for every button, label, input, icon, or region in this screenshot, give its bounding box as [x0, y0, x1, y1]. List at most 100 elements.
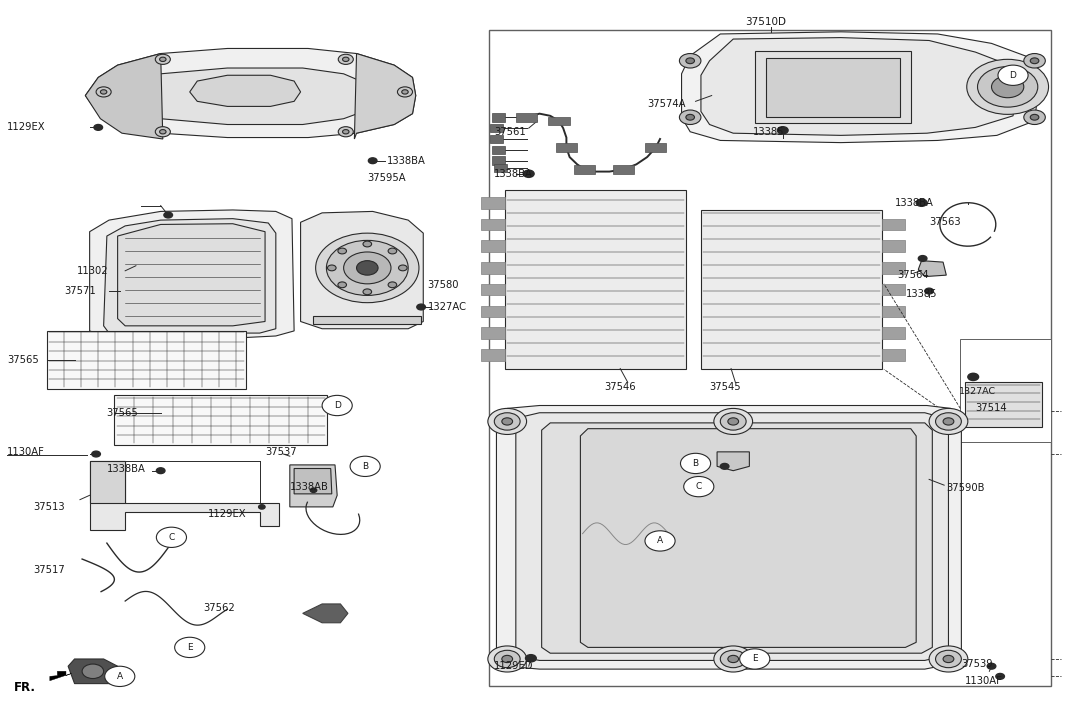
- Text: 1327AC: 1327AC: [959, 387, 996, 395]
- Text: 1129EX: 1129EX: [6, 122, 45, 132]
- Circle shape: [363, 241, 371, 247]
- Circle shape: [721, 413, 747, 430]
- Polygon shape: [542, 423, 932, 653]
- Text: 37513: 37513: [33, 502, 66, 512]
- Bar: [114, 395, 328, 445]
- Polygon shape: [882, 241, 905, 252]
- Text: 37545: 37545: [710, 382, 741, 392]
- Polygon shape: [303, 604, 347, 623]
- Circle shape: [155, 126, 170, 137]
- Circle shape: [992, 76, 1024, 97]
- Circle shape: [175, 638, 205, 657]
- Circle shape: [929, 646, 968, 672]
- Circle shape: [1024, 110, 1046, 124]
- Text: 37514: 37514: [975, 403, 1007, 414]
- Polygon shape: [490, 124, 503, 132]
- Text: 37562: 37562: [204, 603, 235, 614]
- Text: 37571: 37571: [64, 286, 96, 296]
- Polygon shape: [556, 143, 577, 152]
- Circle shape: [397, 87, 412, 97]
- Polygon shape: [301, 212, 423, 329]
- Circle shape: [343, 252, 391, 284]
- Circle shape: [488, 409, 527, 435]
- Circle shape: [156, 467, 165, 473]
- Polygon shape: [354, 54, 415, 139]
- Polygon shape: [682, 32, 1040, 142]
- Polygon shape: [701, 38, 1019, 135]
- Circle shape: [987, 663, 996, 669]
- Circle shape: [105, 666, 135, 686]
- Polygon shape: [481, 284, 505, 295]
- Circle shape: [918, 256, 927, 262]
- Text: 37546: 37546: [604, 382, 636, 392]
- Polygon shape: [494, 164, 507, 172]
- Circle shape: [342, 129, 349, 134]
- Circle shape: [525, 654, 536, 662]
- Text: E: E: [752, 654, 757, 664]
- Text: 37537: 37537: [265, 447, 297, 457]
- Text: 37510D: 37510D: [745, 17, 786, 27]
- Polygon shape: [574, 165, 596, 174]
- Circle shape: [680, 54, 701, 68]
- Polygon shape: [882, 327, 905, 339]
- Circle shape: [494, 650, 520, 667]
- Polygon shape: [481, 241, 505, 252]
- Circle shape: [967, 60, 1049, 114]
- Text: 1130AF: 1130AF: [965, 675, 1002, 686]
- Circle shape: [728, 418, 739, 425]
- Text: 37580: 37580: [427, 281, 459, 290]
- Circle shape: [328, 265, 336, 270]
- Bar: [754, 51, 911, 123]
- Circle shape: [488, 646, 527, 672]
- Circle shape: [1030, 58, 1039, 64]
- Circle shape: [155, 55, 170, 65]
- Circle shape: [1030, 114, 1039, 120]
- Text: 37590B: 37590B: [946, 483, 985, 493]
- Bar: [701, 210, 882, 369]
- Polygon shape: [314, 316, 421, 324]
- Circle shape: [494, 413, 520, 430]
- Circle shape: [259, 505, 265, 509]
- Text: 13385: 13385: [905, 289, 937, 299]
- Circle shape: [338, 126, 353, 137]
- Circle shape: [156, 527, 187, 547]
- Polygon shape: [548, 116, 570, 125]
- Circle shape: [94, 124, 103, 130]
- Polygon shape: [613, 165, 634, 174]
- Polygon shape: [581, 429, 916, 648]
- Polygon shape: [718, 452, 749, 470]
- Text: 37563: 37563: [929, 217, 960, 228]
- Polygon shape: [118, 224, 265, 326]
- Polygon shape: [492, 156, 505, 165]
- Polygon shape: [481, 349, 505, 361]
- Text: FR.: FR.: [14, 681, 37, 694]
- Circle shape: [681, 454, 711, 473]
- Text: 1338BA: 1338BA: [107, 465, 146, 474]
- Circle shape: [82, 664, 104, 678]
- Circle shape: [160, 57, 166, 62]
- Bar: [46, 331, 246, 389]
- Polygon shape: [85, 54, 163, 139]
- Circle shape: [740, 648, 769, 669]
- Circle shape: [935, 413, 961, 430]
- Text: 37595A: 37595A: [367, 173, 406, 183]
- Polygon shape: [190, 76, 301, 106]
- Text: 1129ED: 1129ED: [494, 662, 534, 671]
- Text: 1129EX: 1129EX: [208, 509, 247, 519]
- Text: 1338BA: 1338BA: [494, 169, 533, 179]
- Circle shape: [350, 457, 380, 476]
- Circle shape: [728, 655, 739, 662]
- Circle shape: [416, 304, 425, 310]
- Polygon shape: [492, 145, 505, 154]
- Circle shape: [943, 655, 954, 662]
- Bar: [765, 58, 900, 117]
- Circle shape: [316, 233, 419, 302]
- Circle shape: [929, 409, 968, 435]
- Circle shape: [1024, 54, 1046, 68]
- Bar: [965, 382, 1042, 427]
- Text: B: B: [693, 459, 698, 468]
- Polygon shape: [516, 413, 948, 660]
- Polygon shape: [516, 113, 537, 121]
- Polygon shape: [481, 219, 505, 230]
- Circle shape: [363, 289, 371, 294]
